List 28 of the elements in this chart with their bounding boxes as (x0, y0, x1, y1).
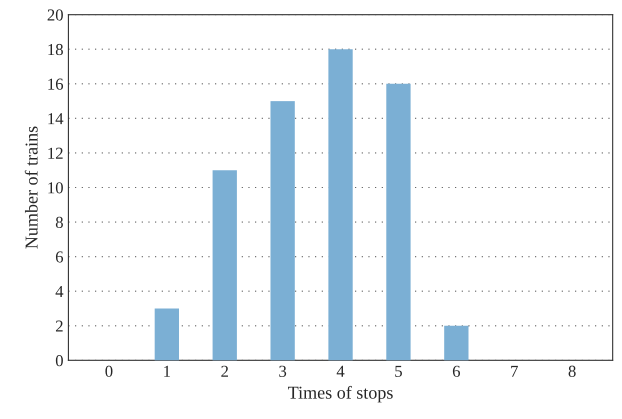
x-tick-label: 6 (452, 366, 460, 377)
y-tick-label: 0 (56, 355, 63, 366)
x-tick-label: 5 (395, 366, 402, 377)
y-tick-label: 12 (48, 148, 63, 159)
y-axis-title: Number of trains (24, 126, 38, 249)
bar (154, 308, 180, 360)
y-tick-label: 16 (48, 78, 64, 90)
y-tick-label: 14 (48, 113, 64, 124)
y-tick-label: 10 (48, 182, 63, 194)
bar (270, 101, 295, 360)
bar (386, 84, 411, 360)
x-tick-label: 7 (511, 366, 518, 377)
x-tick-label: 3 (279, 366, 286, 377)
bar (212, 170, 237, 360)
x-tick-label: 4 (336, 366, 344, 377)
y-tick-label: 20 (48, 9, 63, 21)
x-tick-label: 0 (105, 366, 112, 377)
x-tick-label: 8 (568, 366, 576, 377)
bar (328, 49, 353, 360)
bar (444, 326, 468, 360)
x-tick-label: 1 (164, 366, 170, 377)
y-tick-label: 8 (56, 216, 63, 228)
y-tick-label: 18 (48, 44, 63, 56)
x-tick-label: 2 (221, 366, 228, 377)
y-tick-label: 6 (56, 251, 64, 263)
y-tick-label: 4 (56, 286, 64, 297)
x-axis-title: Times of stops (288, 386, 393, 402)
y-tick-label: 2 (56, 320, 63, 332)
